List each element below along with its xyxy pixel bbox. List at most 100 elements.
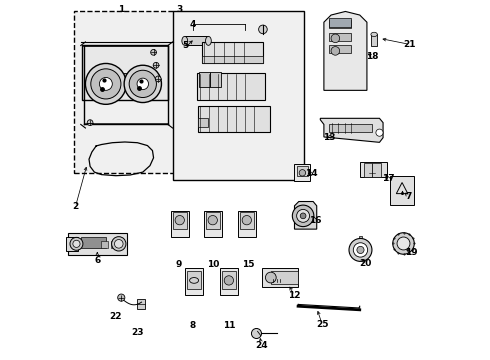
Circle shape — [331, 46, 340, 55]
Circle shape — [137, 78, 148, 90]
Bar — [238, 211, 256, 237]
Circle shape — [129, 70, 156, 98]
Text: 3: 3 — [176, 5, 183, 14]
Bar — [204, 211, 221, 237]
Circle shape — [73, 240, 80, 247]
Bar — [196, 73, 265, 100]
Circle shape — [175, 216, 184, 225]
Bar — [391, 176, 414, 205]
Circle shape — [251, 328, 262, 338]
Text: 9: 9 — [175, 260, 182, 269]
Circle shape — [91, 69, 121, 99]
Text: 25: 25 — [316, 320, 328, 329]
Circle shape — [85, 63, 126, 104]
Text: 23: 23 — [131, 328, 144, 337]
Bar — [101, 240, 108, 248]
Bar — [222, 271, 236, 289]
Circle shape — [87, 120, 93, 126]
Ellipse shape — [205, 36, 211, 45]
Circle shape — [296, 210, 310, 222]
Circle shape — [266, 272, 276, 283]
Bar — [199, 72, 210, 87]
Bar — [171, 211, 189, 237]
Circle shape — [357, 246, 364, 253]
Bar — [297, 166, 308, 176]
Text: 19: 19 — [405, 248, 418, 257]
Bar — [185, 36, 208, 45]
Text: 15: 15 — [243, 260, 255, 269]
Circle shape — [293, 205, 314, 226]
Bar — [68, 233, 127, 255]
Text: 11: 11 — [222, 321, 235, 330]
Bar — [372, 163, 381, 177]
Bar — [173, 212, 187, 229]
Text: 20: 20 — [359, 259, 371, 268]
Bar — [82, 45, 168, 100]
Bar — [198, 105, 270, 132]
Bar — [202, 42, 263, 63]
Bar — [220, 268, 238, 294]
Bar — [360, 162, 387, 177]
Bar — [185, 268, 203, 294]
Text: 1: 1 — [118, 5, 124, 14]
Text: 13: 13 — [323, 133, 336, 142]
Circle shape — [155, 76, 161, 82]
Bar — [262, 268, 298, 287]
Ellipse shape — [371, 32, 377, 37]
Circle shape — [397, 237, 410, 250]
Text: 16: 16 — [309, 216, 321, 225]
Bar — [371, 35, 377, 46]
Circle shape — [115, 239, 123, 248]
Circle shape — [99, 77, 112, 90]
Bar — [294, 164, 311, 181]
Polygon shape — [294, 202, 317, 229]
Text: 7: 7 — [405, 192, 412, 201]
Circle shape — [153, 62, 159, 68]
Bar — [329, 20, 351, 28]
Text: 6: 6 — [94, 256, 100, 265]
Text: 10: 10 — [207, 260, 219, 269]
Bar — [359, 236, 362, 240]
Bar — [74, 12, 175, 173]
Text: 17: 17 — [382, 174, 395, 183]
Bar — [329, 45, 351, 53]
Text: 12: 12 — [288, 291, 301, 300]
Bar — [329, 33, 351, 41]
Text: 24: 24 — [255, 341, 268, 350]
Text: 18: 18 — [366, 52, 379, 61]
Circle shape — [151, 49, 156, 55]
Text: 21: 21 — [404, 40, 416, 49]
Circle shape — [124, 65, 161, 103]
Bar — [81, 237, 106, 248]
Bar — [329, 18, 351, 27]
Text: 4: 4 — [190, 19, 196, 28]
Ellipse shape — [182, 36, 188, 45]
Circle shape — [118, 294, 125, 301]
Circle shape — [376, 129, 383, 136]
Circle shape — [393, 233, 414, 254]
Bar — [206, 212, 220, 229]
Bar — [240, 212, 254, 229]
Bar — [271, 271, 298, 284]
Circle shape — [224, 276, 234, 285]
Bar — [111, 240, 118, 248]
Text: 8: 8 — [190, 321, 196, 330]
Bar — [202, 56, 263, 63]
Text: 5: 5 — [183, 41, 189, 50]
Bar — [137, 299, 145, 309]
Circle shape — [259, 25, 267, 34]
Polygon shape — [324, 12, 367, 90]
Circle shape — [208, 216, 218, 225]
Circle shape — [112, 237, 126, 251]
Text: 22: 22 — [110, 312, 122, 321]
Circle shape — [353, 243, 368, 257]
Circle shape — [70, 237, 83, 250]
Bar — [210, 72, 221, 87]
Bar — [364, 163, 372, 177]
Circle shape — [300, 213, 306, 219]
Text: 2: 2 — [72, 202, 78, 211]
Circle shape — [242, 216, 251, 225]
Circle shape — [331, 34, 340, 42]
Bar — [66, 237, 78, 251]
Polygon shape — [320, 118, 383, 142]
